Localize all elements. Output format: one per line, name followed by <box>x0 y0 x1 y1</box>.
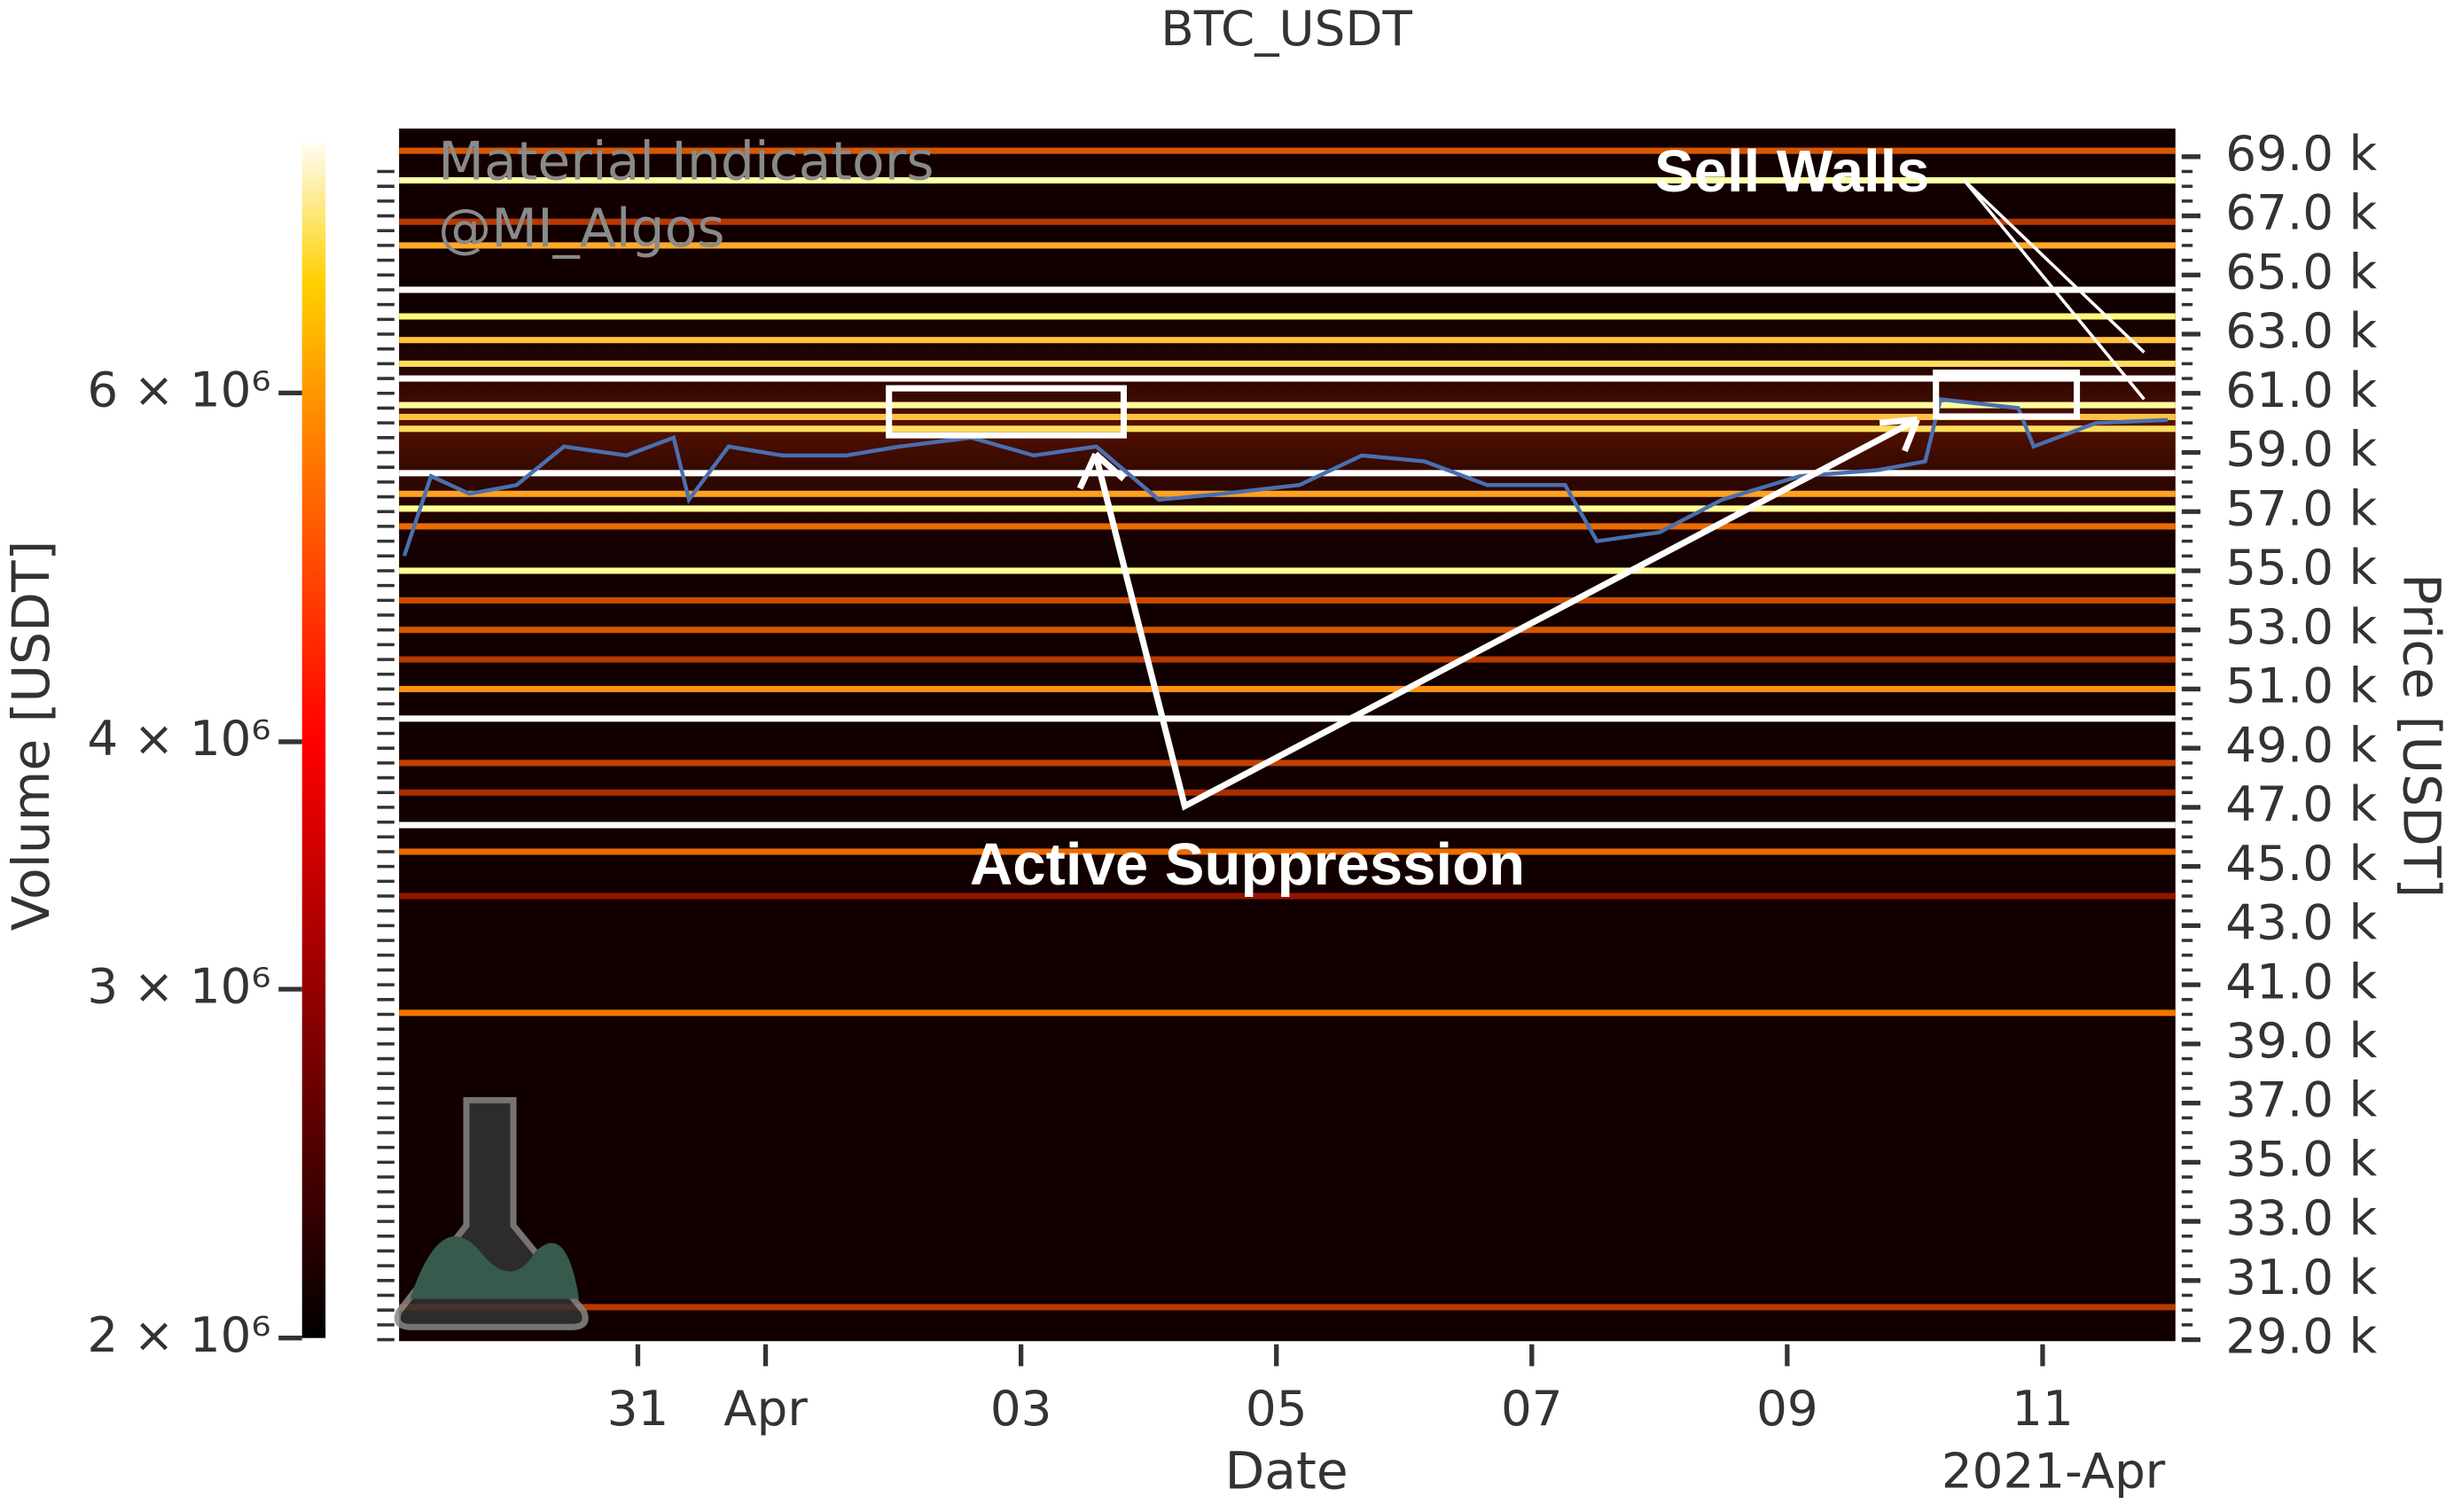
x-tick-label: 03 <box>990 1380 1052 1437</box>
y-tick-label: 35.0 k <box>2225 1130 2377 1187</box>
x-offset-label: 2021-Apr <box>1942 1442 2166 1499</box>
y-tick-label: 31.0 k <box>2225 1249 2377 1305</box>
x-tick-label: 11 <box>2012 1380 2074 1437</box>
order-wall <box>399 375 2176 382</box>
order-wall <box>399 286 2176 293</box>
x-tick-label: 31 <box>607 1380 669 1437</box>
y-tick-label: 51.0 k <box>2225 658 2377 714</box>
order-wall <box>399 313 2176 320</box>
y-tick-label: 43.0 k <box>2225 894 2377 951</box>
order-wall <box>399 337 2176 344</box>
colorbar-tick-label: 3 × 10⁶ <box>87 957 270 1014</box>
order-wall <box>399 656 2176 663</box>
order-wall <box>399 760 2176 767</box>
order-wall <box>399 401 2176 409</box>
colorbar-label: Volume [USDT] <box>1 541 61 931</box>
y-axis-label: Price [USDT] <box>2391 573 2451 898</box>
order-wall <box>399 413 2176 420</box>
order-wall <box>399 715 2176 722</box>
order-wall <box>399 147 2176 154</box>
order-wall <box>399 218 2176 225</box>
colorbar-tick-label: 6 × 10⁶ <box>87 362 270 418</box>
x-axis-label: Date <box>1224 1440 1348 1500</box>
order-wall <box>399 848 2176 855</box>
y-tick-label: 59.0 k <box>2225 421 2377 478</box>
annotation: Sell Walls <box>1654 138 1930 205</box>
order-wall <box>399 685 2176 692</box>
order-wall <box>399 523 2176 530</box>
colorbar-tick-label: 4 × 10⁶ <box>87 710 270 767</box>
chart-title: BTC_USDT <box>1161 0 1412 57</box>
order-wall <box>399 567 2176 574</box>
order-wall <box>399 596 2176 604</box>
order-wall <box>399 1304 2176 1311</box>
y-tick-label: 37.0 k <box>2225 1072 2377 1128</box>
colorbar <box>301 137 326 1338</box>
annotation: Active Suppression <box>970 831 1525 898</box>
y-tick-label: 41.0 k <box>2225 953 2377 1009</box>
annotation-shapes <box>886 179 2145 811</box>
watermark: @MI_Algos <box>438 198 724 260</box>
order-wall <box>399 470 2176 477</box>
y-tick-label: 33.0 k <box>2225 1189 2377 1246</box>
x-tick-label: 07 <box>1501 1380 1563 1437</box>
order-wall <box>399 627 2176 634</box>
price-line <box>402 397 2169 557</box>
watermark: Material Indicators <box>438 130 934 192</box>
y-tick-label: 29.0 k <box>2225 1308 2377 1365</box>
order-wall <box>399 822 2176 829</box>
logo <box>394 1096 589 1330</box>
y-tick-label: 39.0 k <box>2225 1012 2377 1069</box>
order-wall <box>399 789 2176 796</box>
y-tick-label: 47.0 k <box>2225 775 2377 832</box>
y-tick-label: 49.0 k <box>2225 716 2377 773</box>
y-tick-label: 55.0 k <box>2225 539 2377 596</box>
y-tick-label: 63.0 k <box>2225 302 2377 359</box>
y-tick-label: 69.0 k <box>2225 125 2377 182</box>
y-tick-label: 61.0 k <box>2225 362 2377 418</box>
y-tick-label: 53.0 k <box>2225 598 2377 655</box>
x-tick-label: Apr <box>723 1380 808 1437</box>
x-tick-label: 09 <box>1756 1380 1818 1437</box>
order-wall <box>399 176 2176 184</box>
y-tick-label: 57.0 k <box>2225 479 2377 536</box>
y-tick-label: 45.0 k <box>2225 835 2377 892</box>
colorbar-tick-label: 2 × 10⁶ <box>87 1306 270 1363</box>
y-tick-label: 67.0 k <box>2225 184 2377 241</box>
order-wall <box>399 892 2176 900</box>
order-wall <box>399 242 2176 249</box>
y-tick-label: 65.0 k <box>2225 243 2377 300</box>
order-wall <box>399 490 2176 497</box>
order-wall <box>399 360 2176 367</box>
plot-background <box>399 129 2176 1342</box>
order-wall <box>399 505 2176 512</box>
x-tick-label: 05 <box>1246 1380 1308 1437</box>
order-wall <box>399 1009 2176 1017</box>
order-wall <box>399 425 2176 433</box>
